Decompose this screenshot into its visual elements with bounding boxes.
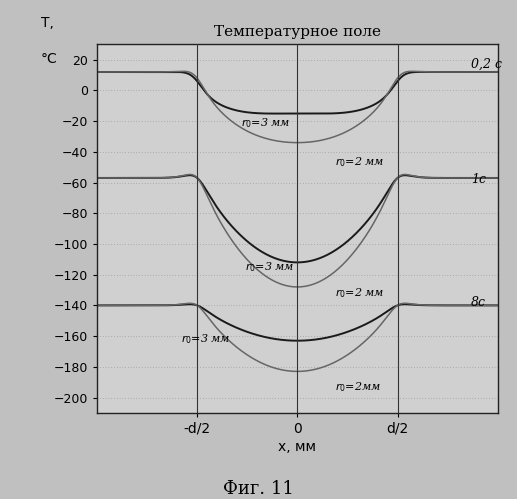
Text: $r_0$=3 мм: $r_0$=3 мм [245, 260, 295, 274]
Text: $r_0$=3 мм: $r_0$=3 мм [241, 116, 291, 130]
Text: T,: T, [41, 15, 54, 29]
Text: $r_0$=2 мм: $r_0$=2 мм [334, 286, 384, 300]
Text: 8с: 8с [471, 296, 486, 309]
Text: $r_0$=3 мм: $r_0$=3 мм [181, 332, 231, 346]
Text: $r_0$=2мм: $r_0$=2мм [334, 380, 381, 394]
Title: Температурное поле: Температурное поле [214, 25, 381, 39]
Text: 0,2 с: 0,2 с [471, 58, 502, 71]
Text: $r_0$=2 мм: $r_0$=2 мм [334, 156, 384, 170]
Text: °C: °C [41, 52, 57, 66]
X-axis label: x, мм: x, мм [278, 440, 316, 454]
Text: Фиг. 11: Фиг. 11 [223, 480, 294, 498]
Text: 1с: 1с [471, 173, 486, 186]
